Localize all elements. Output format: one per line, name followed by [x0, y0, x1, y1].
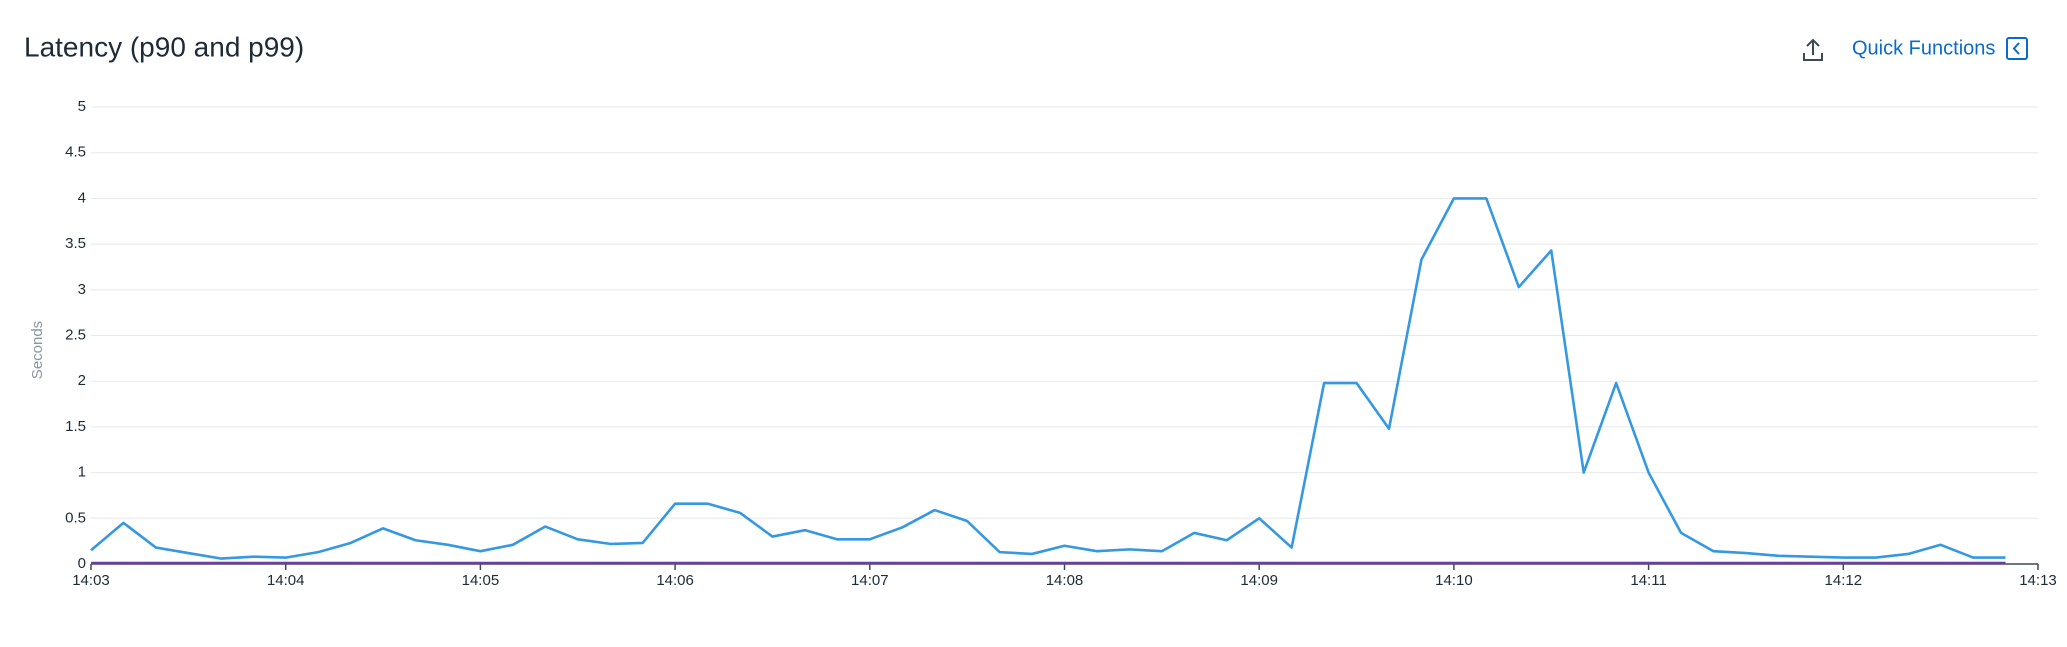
x-tick-label: 14:12: [1825, 572, 1863, 589]
x-tick-label: 14:03: [72, 572, 110, 589]
x-tick-label: 14:04: [267, 572, 305, 589]
x-tick-label: 14:10: [1435, 572, 1473, 589]
x-tick-label: 14:08: [1046, 572, 1084, 589]
y-tick-label: 0.5: [65, 509, 86, 526]
x-tick-label: 14:09: [1240, 572, 1278, 589]
y-tick-label: 1: [78, 464, 86, 481]
y-tick-label: 3: [78, 281, 86, 298]
x-tick-label: 14:07: [851, 572, 889, 589]
export-icon: [1803, 38, 1823, 61]
x-tick-label: 14:11: [1630, 572, 1666, 589]
y-tick-label: 1.5: [65, 418, 86, 435]
quick-functions-button[interactable]: Quick Functions: [1852, 37, 2028, 60]
quick-functions-label: Quick Functions: [1852, 37, 1995, 59]
y-tick-label: 0: [78, 555, 86, 572]
quick-functions-chevron: [2012, 42, 2020, 55]
y-tick-label: 2: [78, 372, 86, 389]
quick-functions-icon: [2006, 37, 2028, 60]
y-axis-label: Seconds: [29, 321, 46, 379]
y-tick-label: 2.5: [65, 326, 86, 343]
x-tick-label: 14:13: [2019, 572, 2057, 589]
y-tick-label: 5: [78, 98, 86, 115]
x-tick-label: 14:05: [462, 572, 500, 589]
y-tick-label: 4: [78, 189, 86, 206]
series-line: [90, 197, 2006, 560]
y-tick-label: 3.5: [65, 235, 86, 252]
chart-title: Latency (p90 and p99): [24, 31, 304, 62]
export-button[interactable]: [1803, 38, 1823, 61]
y-tick-label: 4.5: [65, 144, 86, 161]
x-tick-label: 14:06: [656, 572, 694, 589]
